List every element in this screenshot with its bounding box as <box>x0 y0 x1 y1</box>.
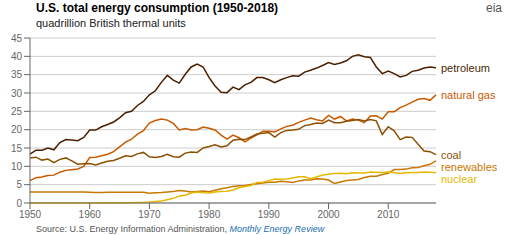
svg-text:45: 45 <box>11 33 23 44</box>
svg-text:1980: 1980 <box>198 209 221 220</box>
svg-text:petroleum: petroleum <box>441 62 490 74</box>
svg-text:20: 20 <box>11 124 23 135</box>
svg-text:25: 25 <box>11 106 23 117</box>
svg-text:coal: coal <box>441 149 461 161</box>
svg-text:1970: 1970 <box>138 209 161 220</box>
html-text:Source: U.S. Energy Informatio: Source: U.S. Energy Information Administ… <box>36 224 325 234</box>
html-text:quadrillion British thermal un: quadrillion British thermal units <box>36 17 186 29</box>
svg-text:10: 10 <box>11 161 23 172</box>
svg-text:renewables: renewables <box>441 161 498 173</box>
svg-text:natural gas: natural gas <box>441 89 496 101</box>
svg-text:2000: 2000 <box>317 209 340 220</box>
svg-text:nuclear: nuclear <box>441 173 477 185</box>
svg-text:15: 15 <box>11 143 23 154</box>
svg-text:1960: 1960 <box>79 209 102 220</box>
svg-text:30: 30 <box>11 88 23 99</box>
svg-text:2010: 2010 <box>377 209 400 220</box>
svg-text:5: 5 <box>16 179 22 190</box>
html-text:U.S. total energy consumption: U.S. total energy consumption (1950-2018… <box>36 1 279 15</box>
svg-text:1950: 1950 <box>19 209 42 220</box>
svg-text:1990: 1990 <box>258 209 281 220</box>
svg-text:35: 35 <box>11 69 23 80</box>
svg-text:40: 40 <box>11 51 23 62</box>
svg-text:0: 0 <box>16 198 22 209</box>
html-text:eia: eia <box>486 1 502 15</box>
